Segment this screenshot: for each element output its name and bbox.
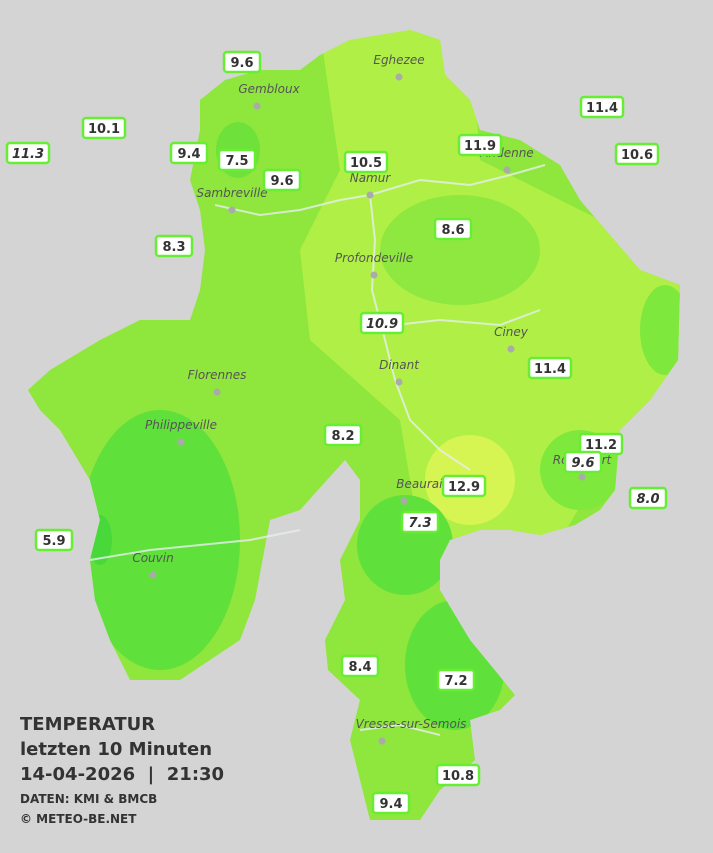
rivers [89,164,546,736]
station-value: 11.4 [586,101,618,116]
station-box [614,142,660,166]
station-box [371,791,411,815]
legend-copyright: © METEO-BE.NET [20,812,137,826]
city-dot [378,737,386,745]
city-label: Dinant [379,358,420,372]
station-value: 7.3 [408,516,431,531]
station-value: 7.5 [225,154,248,169]
station-value: 10.1 [88,122,120,137]
station-box [217,148,257,172]
legend-datetime: 14-04-2026 | 21:30 [20,764,224,785]
city-dot [366,191,374,199]
station-box [436,668,476,692]
station-box [34,528,74,552]
station-value: 8.0 [636,492,659,507]
station-value: 10.5 [350,156,382,171]
city-dot [395,73,403,81]
station-box [628,486,668,510]
city-label: Couvin [132,551,173,565]
station-box [262,168,302,192]
station-value: 12.9 [448,480,480,495]
station-value: 10.8 [442,769,474,784]
station-value: 9.6 [230,56,253,71]
station-value: 11.9 [464,139,496,154]
city-label: Profondeville [335,251,413,265]
station-value: 9.4 [177,147,200,162]
city-dot [253,102,261,110]
city-dot [395,378,403,386]
station-value: 11.2 [585,438,617,453]
station-value: 8.3 [162,240,185,255]
legend-source: DATEN: KMI & BMCB [20,792,157,806]
city-dot [578,473,586,481]
station-box [81,116,127,140]
city-dot [370,271,378,279]
station-value: 7.2 [444,674,467,689]
station-value: 9.6 [270,174,293,189]
city-label: Florennes [188,368,247,382]
station-box [579,95,625,119]
station-value: 9.4 [379,797,402,812]
station-box [563,450,603,474]
city-dot [400,497,408,505]
city-label: Vresse-sur-Semois [356,717,467,731]
station-box [343,150,389,174]
station-value: 11.4 [534,362,566,377]
station-box [222,50,262,74]
station-value: 10.6 [621,148,653,163]
city-label: Eghezee [373,53,424,67]
station-value: 10.9 [366,317,398,332]
city-label: Philippeville [145,418,217,432]
city-dot [507,345,515,353]
station-box [457,133,503,157]
legend-title: TEMPERATUR [20,714,155,735]
station-box [323,423,363,447]
station-box [400,510,440,534]
station-value: 8.2 [331,429,354,444]
station-box [359,311,405,335]
station-value: 5.9 [42,534,65,549]
city-label: Gembloux [238,82,300,96]
station-box [441,474,487,498]
station-value: 11.3 [12,147,44,162]
city-label: Ciney [494,325,529,339]
station-box [169,141,209,165]
station-box [154,234,194,258]
legend-subtitle: letzten 10 Minuten [20,739,212,760]
station-box [527,356,573,380]
city-dot [213,388,221,396]
city-dot [177,438,185,446]
city-dot [228,206,236,214]
station-box [5,141,51,165]
city-dot [149,571,157,579]
station-value: 8.6 [441,223,464,238]
city-dot [503,166,511,174]
station-value: 8.4 [348,660,371,675]
city-label: Namur [350,171,392,185]
station-value: 9.6 [571,456,594,471]
station-box [435,763,481,787]
station-box [340,654,380,678]
station-box [433,217,473,241]
city-label: Sambreville [196,186,267,200]
